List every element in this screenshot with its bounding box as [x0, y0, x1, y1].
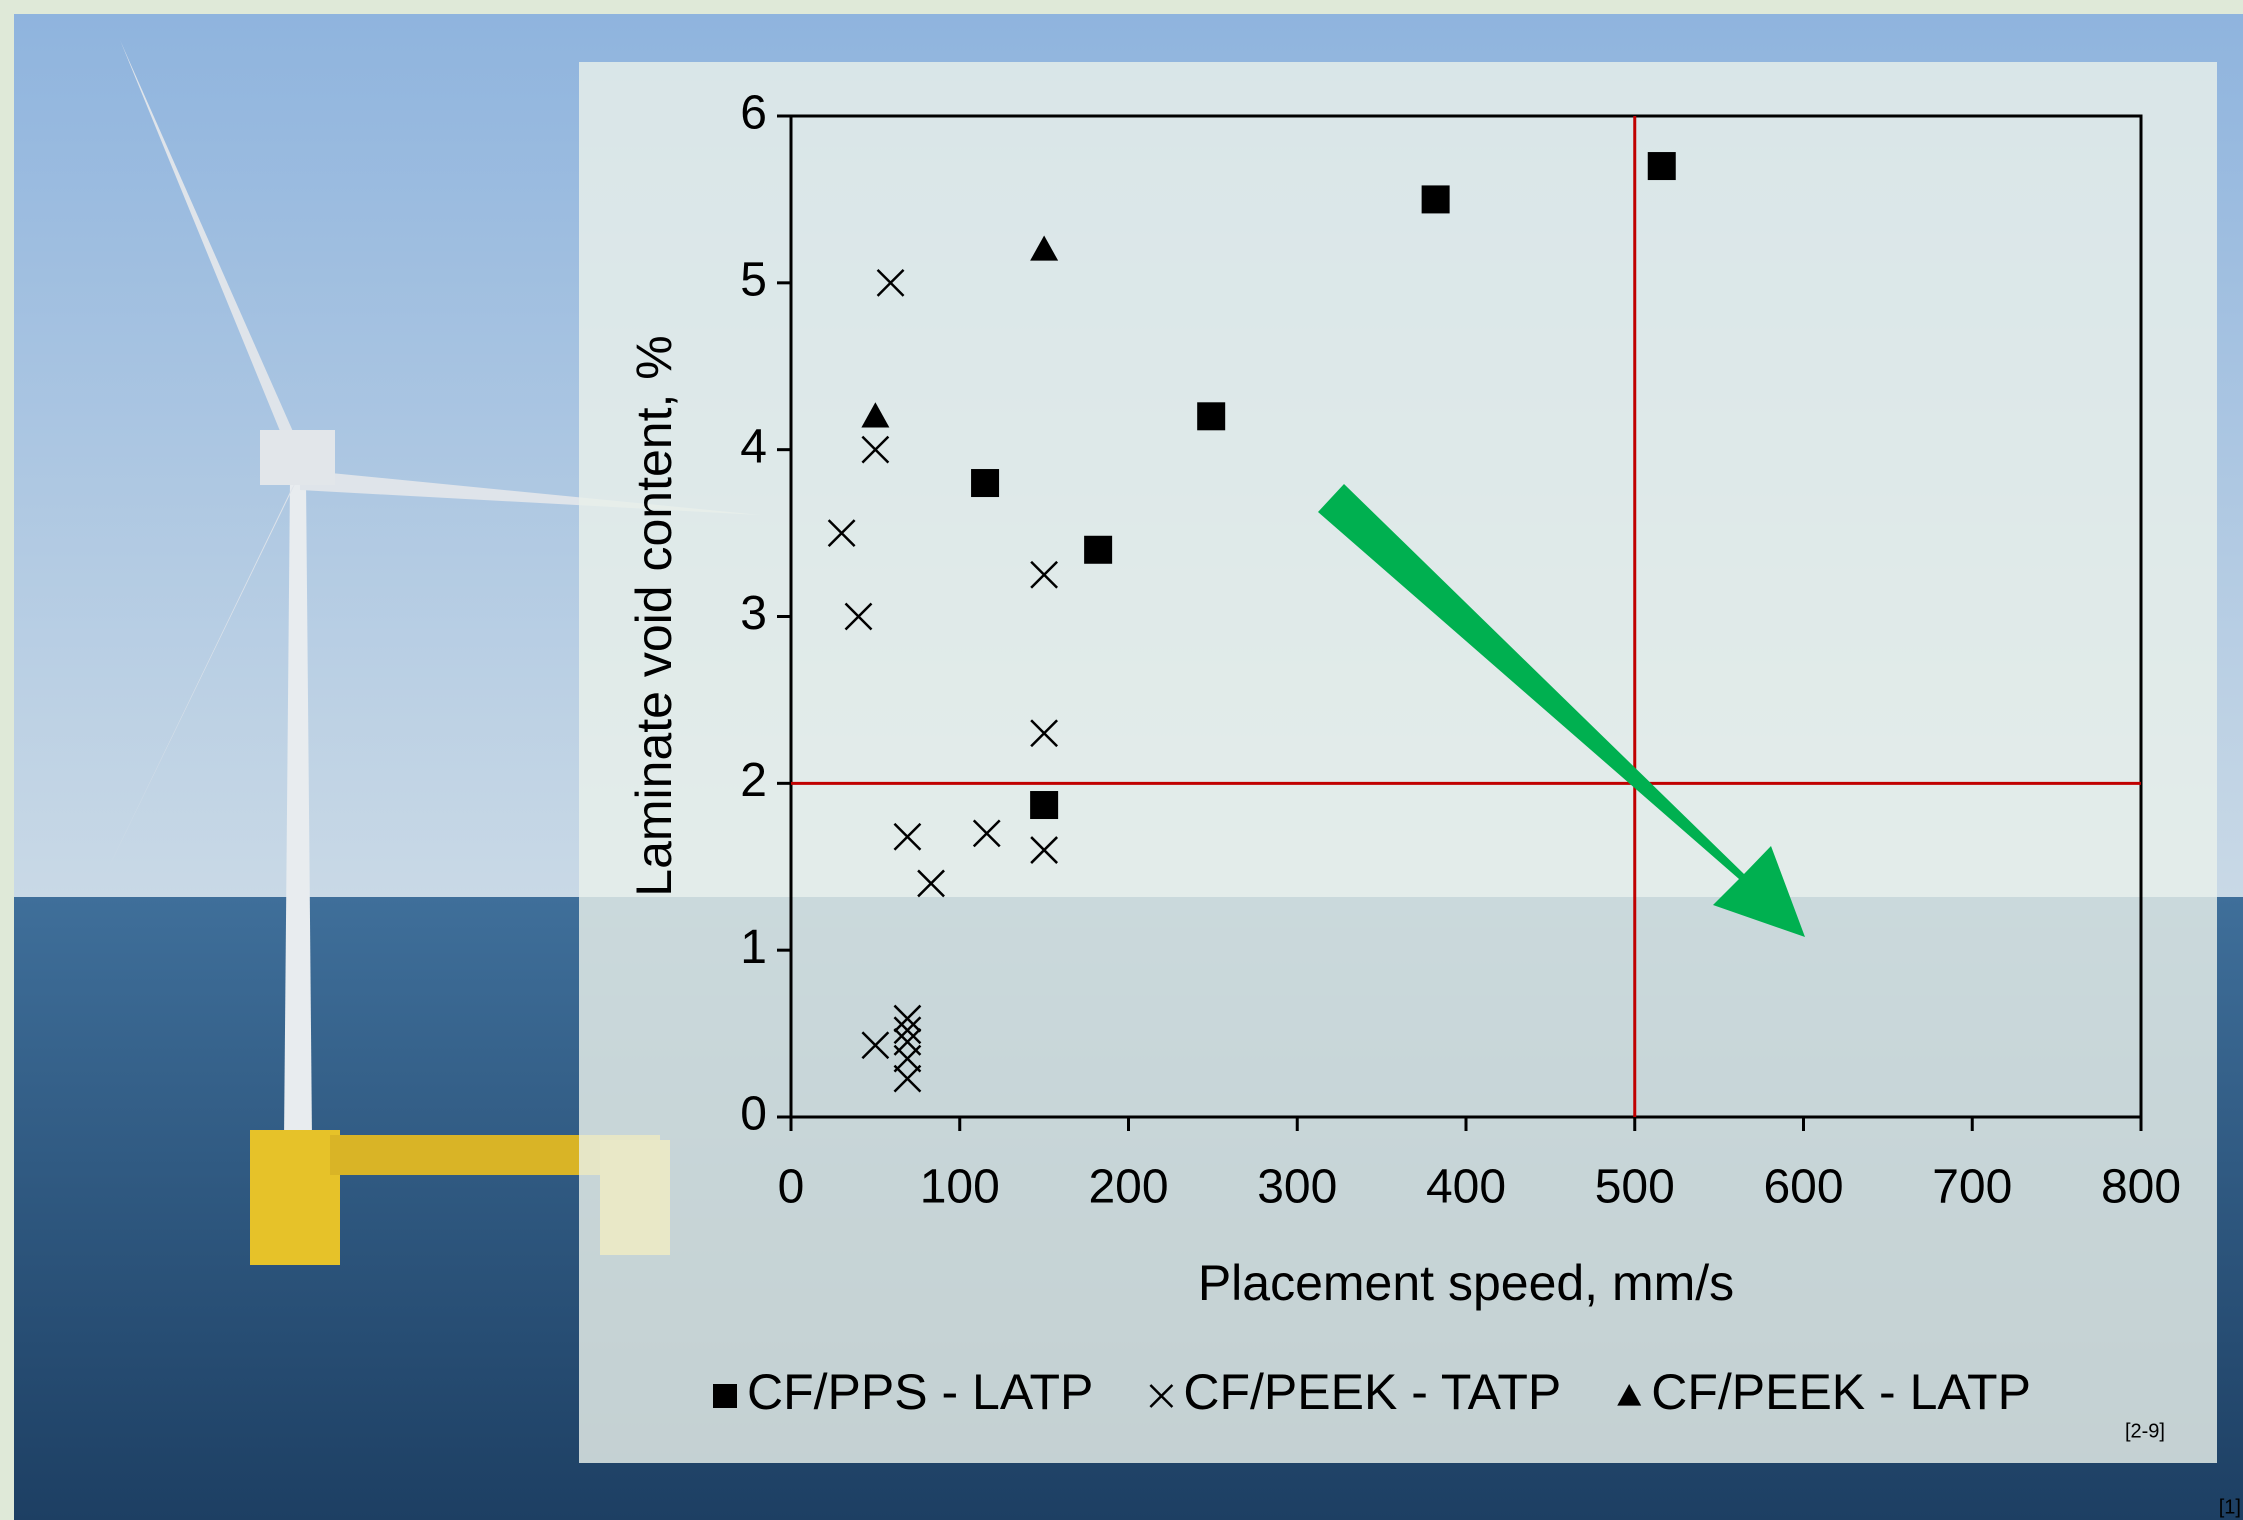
- x-tick-label: 400: [1426, 1161, 1506, 1214]
- legend-label: CF/PPS - LATP: [747, 1364, 1093, 1420]
- photo-credit: [1]: [2219, 1496, 2241, 1518]
- legend-marker: [713, 1384, 737, 1408]
- y-tick-label: 5: [740, 254, 767, 307]
- page: {"chart_data": { "type": "scatter", "x_l…: [0, 0, 2243, 1520]
- y-tick-label: 6: [740, 87, 767, 140]
- y-tick-label: 4: [740, 420, 767, 473]
- y-tick-label: 2: [740, 754, 767, 807]
- x-axis-title: Placement speed, mm/s: [1198, 1255, 1734, 1311]
- x-tick-label: 100: [920, 1161, 1000, 1214]
- point: [1197, 402, 1225, 430]
- legend-label: CF/PEEK - LATP: [1651, 1364, 2031, 1420]
- y-tick-label: 3: [740, 587, 767, 640]
- x-tick-label: 700: [1932, 1161, 2012, 1214]
- point: [971, 469, 999, 497]
- legend-label: CF/PEEK - TATP: [1183, 1364, 1561, 1420]
- x-tick-label: 800: [2101, 1161, 2181, 1214]
- chart-panel: [579, 62, 2217, 1463]
- point: [1084, 536, 1112, 564]
- y-axis-title: Laminate void content, %: [626, 335, 682, 896]
- y-tick-label: 0: [740, 1088, 767, 1141]
- x-tick-label: 600: [1763, 1161, 1843, 1214]
- point: [1422, 185, 1450, 213]
- point: [1648, 152, 1676, 180]
- source-note: [2-9]: [2125, 1420, 2165, 1442]
- x-tick-label: 200: [1088, 1161, 1168, 1214]
- point: [1030, 791, 1058, 819]
- legend: CF/PPS - LATP CF/PEEK - TATP CF/PEEK - LAT…: [713, 1364, 2031, 1420]
- x-tick-label: 300: [1257, 1161, 1337, 1214]
- chart: 0 100 200 300 400 500 600 700 800 0 1 2 3 4 5 6 Placeme…: [0, 0, 2243, 1520]
- x-tick-label: 500: [1595, 1161, 1675, 1214]
- x-tick-label: 0: [778, 1161, 805, 1214]
- y-tick-label: 1: [740, 921, 767, 974]
